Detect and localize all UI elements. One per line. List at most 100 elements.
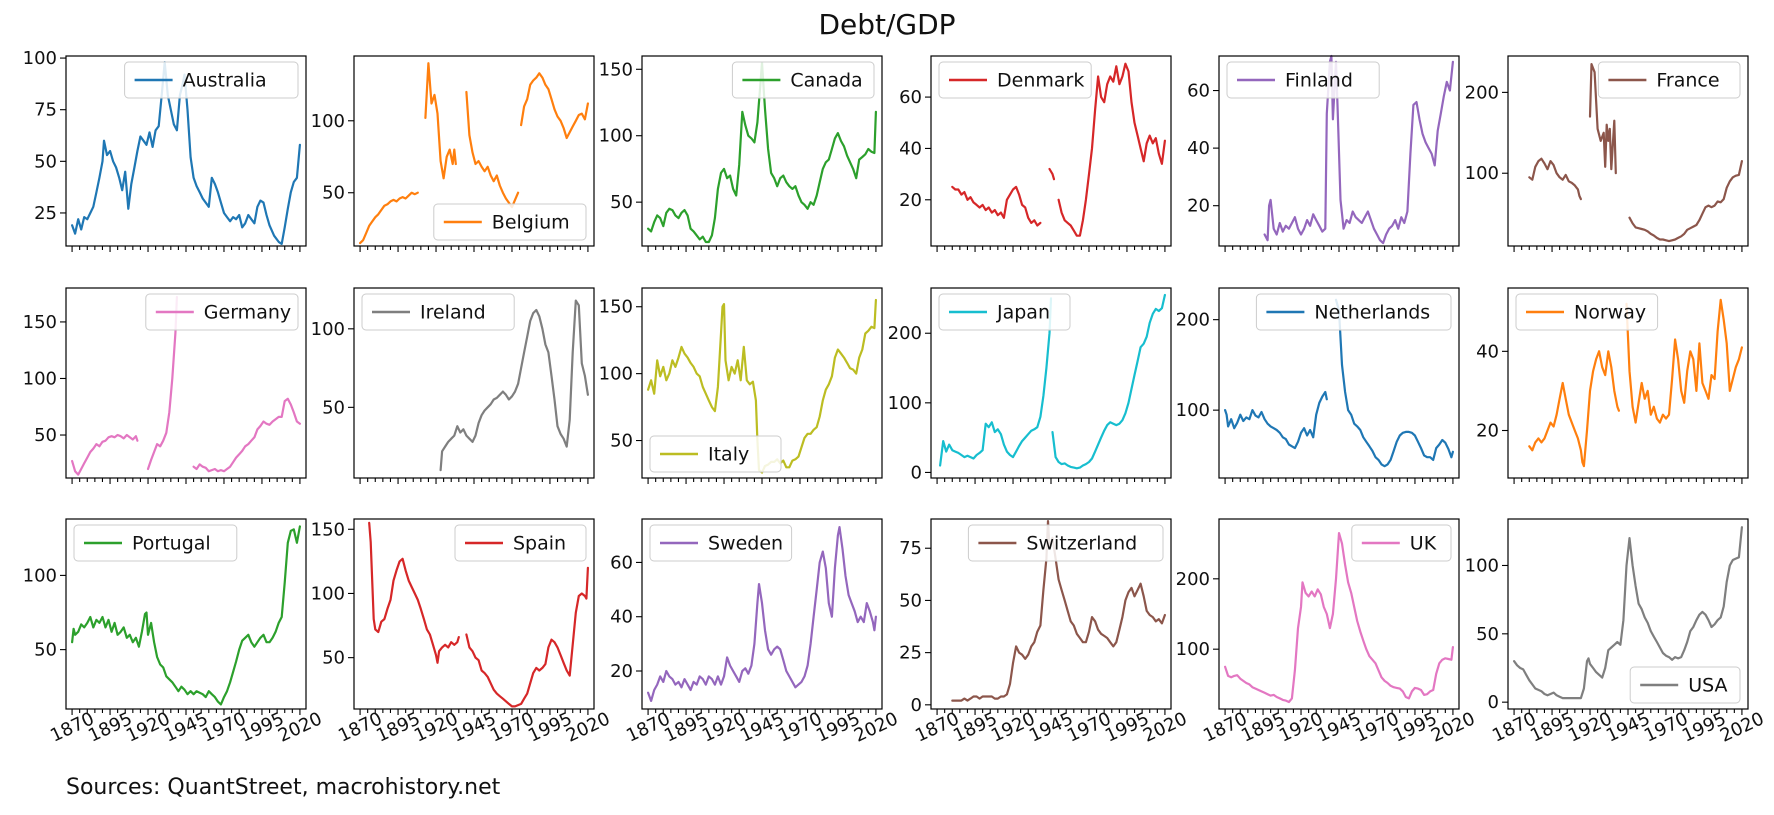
series-line-germany-1 — [146, 295, 178, 471]
legend: Belgium — [433, 203, 587, 241]
series-line-sweden-0 — [647, 526, 877, 702]
series-line-belgium-3 — [520, 72, 589, 140]
legend-box — [1255, 293, 1452, 331]
series-line-denmark-1 — [1048, 167, 1056, 181]
legend-box — [124, 61, 299, 99]
y-tick-label: 150 — [311, 519, 345, 540]
panel-germany: 50 100 150 Germany — [23, 287, 307, 484]
legend-label: Finland — [1285, 70, 1353, 92]
panel-france: 100 200 France — [1465, 55, 1749, 252]
legend-label: Switzerland — [1026, 533, 1137, 555]
y-tick-label: 100 — [23, 48, 57, 69]
legend: Switzerland — [967, 524, 1164, 562]
legend: Sweden — [649, 524, 793, 562]
legend-label: UK — [1410, 533, 1437, 555]
legend-label: Australia — [183, 70, 267, 92]
y-tick-label: 100 — [1176, 400, 1210, 421]
series-line-norway-1 — [1625, 298, 1743, 424]
legend: Denmark — [938, 61, 1092, 99]
panel-italy: 50 100 150 Italy — [599, 287, 883, 484]
panel-portugal: 501001870189519201945197019952020Portuga… — [23, 518, 325, 747]
y-tick-label: 150 — [599, 297, 633, 318]
legend: France — [1597, 61, 1741, 99]
y-tick-label: 20 — [1187, 196, 1210, 217]
y-tick-label: 100 — [599, 126, 633, 147]
y-tick-label: 200 — [888, 323, 922, 344]
y-tick-label: 200 — [1465, 82, 1499, 103]
legend-label: Germany — [204, 302, 291, 324]
source-note: Sources: QuantStreet, macrohistory.net — [66, 775, 501, 800]
y-tick-label: 100 — [599, 364, 633, 385]
legend-label: Denmark — [997, 70, 1084, 92]
series-line-belgium-1 — [424, 62, 457, 180]
legend-label: USA — [1688, 675, 1727, 697]
series-line-germany-0 — [71, 433, 139, 476]
y-tick-label: 100 — [311, 111, 345, 132]
legend-box — [1515, 293, 1659, 331]
legend-box — [361, 293, 515, 331]
legend-box — [1351, 524, 1452, 562]
legend-label: Portugal — [132, 533, 211, 555]
y-tick-label: 100 — [23, 368, 57, 389]
y-tick-label: 50 — [322, 648, 345, 669]
series-line-japan-1 — [1051, 293, 1166, 470]
y-tick-label: 40 — [610, 607, 633, 628]
y-tick-label: 150 — [599, 59, 633, 80]
series-line-norway-0 — [1528, 350, 1620, 468]
legend: Finland — [1226, 61, 1380, 99]
series-line-belgium-2 — [465, 90, 520, 209]
y-tick-label: 20 — [899, 190, 922, 211]
legend-label: Ireland — [420, 302, 486, 324]
panel-spain: 501001501870189519201945197019952020Spai… — [311, 518, 613, 747]
legend: Ireland — [361, 293, 515, 331]
y-tick-label: 50 — [610, 431, 633, 452]
legend-box — [649, 435, 782, 473]
figure-title: Debt/GDP — [818, 8, 956, 41]
y-tick-label: 40 — [1187, 138, 1210, 159]
panel-belgium: 50 100 Belgium — [311, 55, 595, 252]
series-line-netherlands-0 — [1224, 390, 1328, 450]
series-line-finland-0 — [1263, 54, 1454, 245]
series-line-switzerland-0 — [951, 520, 1166, 702]
legend: USA — [1629, 666, 1741, 704]
legend-label: Italy — [708, 444, 749, 466]
series-line-france-0 — [1528, 157, 1582, 201]
legend-box — [731, 61, 875, 99]
series-line-france-2 — [1628, 160, 1743, 243]
y-tick-label: 100 — [1176, 639, 1210, 660]
series-line-france-1 — [1588, 62, 1617, 175]
legend-label: Netherlands — [1314, 302, 1430, 324]
y-tick-label: 75 — [899, 538, 922, 559]
legend-label: Spain — [513, 533, 566, 555]
y-tick-label: 100 — [1465, 163, 1499, 184]
legend-box — [938, 61, 1092, 99]
y-tick-label: 75 — [34, 100, 57, 121]
y-tick-label: 60 — [899, 87, 922, 108]
y-tick-label: 200 — [1176, 569, 1210, 590]
legend-box — [1597, 61, 1741, 99]
panel-ireland: 50 100 Ireland — [311, 287, 595, 484]
legend-label: Belgium — [492, 212, 570, 234]
legend: Spain — [454, 524, 587, 562]
y-tick-label: 50 — [1476, 624, 1499, 645]
legend-box — [454, 524, 587, 562]
series-line-denmark-2 — [1057, 62, 1166, 237]
legend: Canada — [731, 61, 875, 99]
y-tick-label: 0 — [911, 695, 922, 716]
legend-box — [1226, 61, 1380, 99]
legend: Netherlands — [1255, 293, 1452, 331]
legend-box — [938, 293, 1071, 331]
series-line-spain-0 — [368, 521, 460, 664]
series-line-uk-0 — [1224, 532, 1454, 704]
y-tick-label: 25 — [899, 643, 922, 664]
legend-label: Japan — [996, 302, 1050, 324]
panel-japan: 0 100 200 Japan — [888, 287, 1172, 484]
panel-norway: 20 40 Norway — [1476, 287, 1749, 484]
legend-box — [967, 524, 1164, 562]
y-tick-label: 20 — [610, 661, 633, 682]
series-line-portugal-0 — [71, 525, 301, 706]
y-tick-label: 200 — [1176, 310, 1210, 331]
